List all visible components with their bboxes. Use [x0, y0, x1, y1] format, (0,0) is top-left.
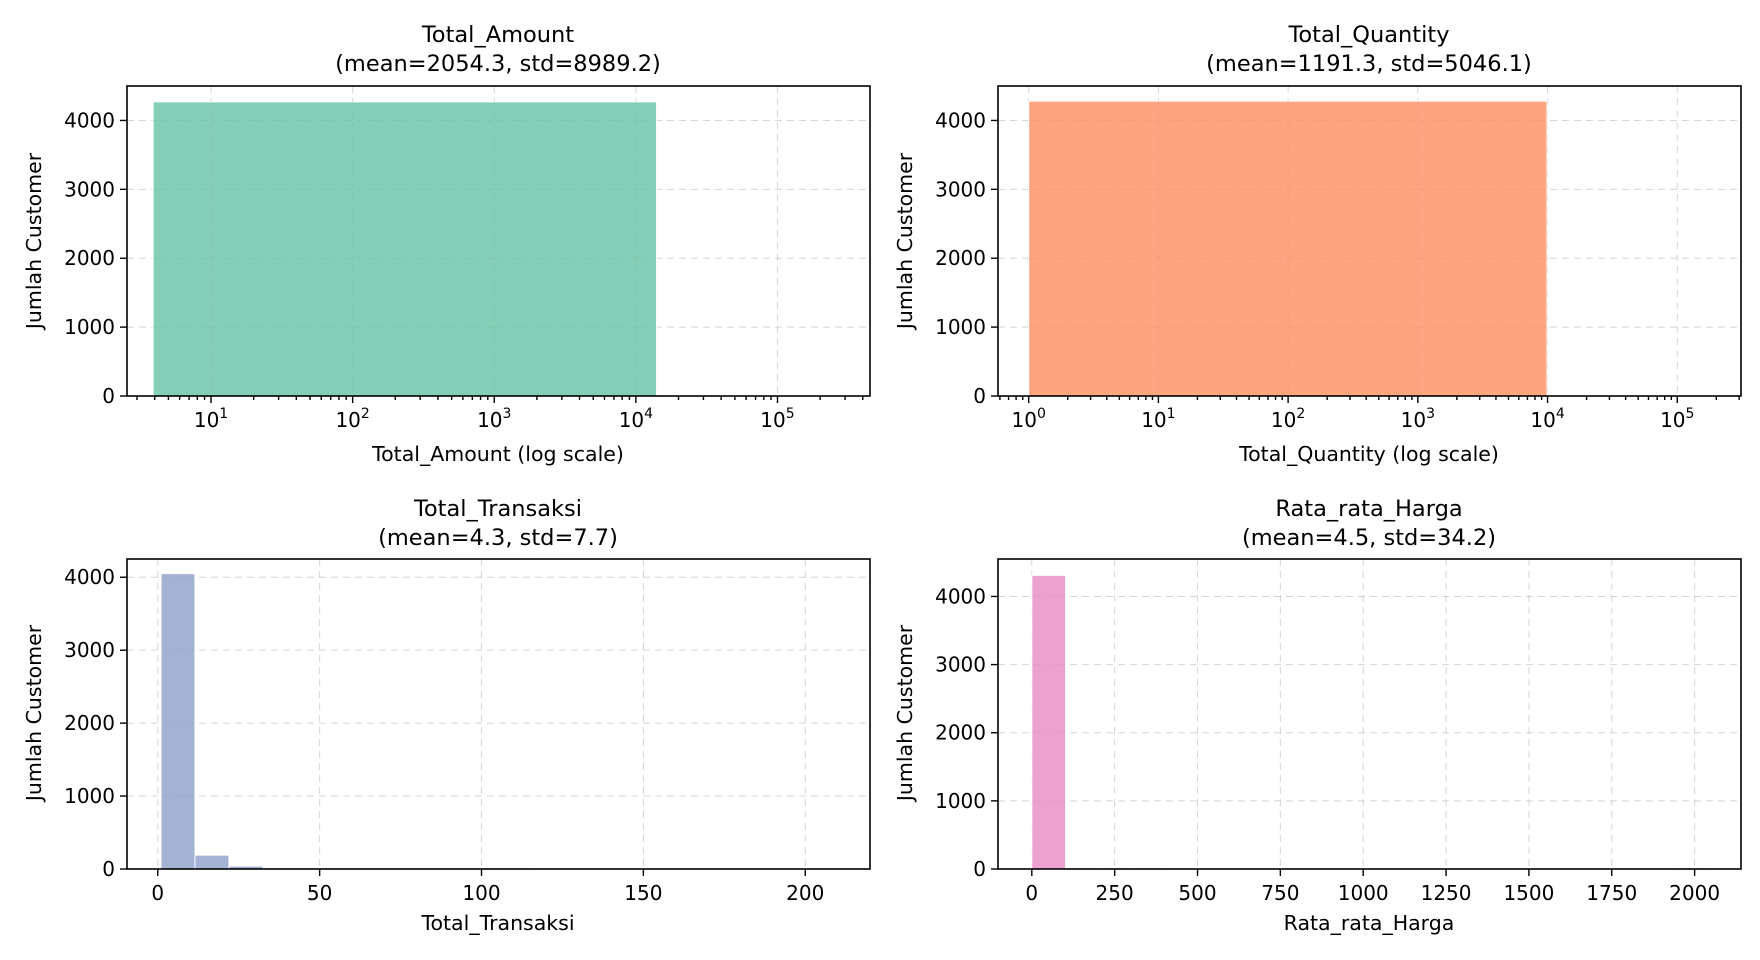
y-tick-label: 1000 [64, 784, 115, 808]
x-tick-label: 1750 [1586, 881, 1637, 905]
x-tick-label: 104 [619, 406, 653, 432]
x-axis-label: Total_Transaksi [420, 911, 574, 936]
axes: 101 102 103 104 105 0 1000 2000 3000 4000 [64, 85, 871, 432]
axes-frame [997, 558, 1742, 870]
y-tick-label: 1000 [64, 315, 115, 339]
x-tick-label: 1000 [1338, 881, 1389, 905]
x-axis-label: Total_Quantity (log scale) [1238, 442, 1499, 467]
panel-total-transaksi: Total_Transaksi (mean=4.3, std=7.7) Tota… [22, 496, 871, 936]
x-tick-label: 0 [1025, 881, 1038, 905]
y-tick-label: 4000 [64, 108, 115, 132]
y-axis-label: Jumlah Customer [22, 152, 46, 331]
x-tick-label: 250 [1096, 881, 1134, 905]
x-tick-label: 103 [477, 406, 511, 432]
panel-total-amount: Total_Amount (mean=2054.3, std=8989.2) T… [22, 22, 871, 467]
histogram-bar [160, 573, 196, 870]
bars [1028, 100, 1548, 397]
y-tick-label: 2000 [935, 721, 986, 745]
x-tick-label: 750 [1261, 881, 1299, 905]
x-tick-label: 100 [462, 881, 500, 905]
axes: 0 250 500 750 1000 1250 1500 1750 2000 0 1000 2000 3… [935, 558, 1742, 905]
y-tick-label: 4000 [935, 584, 986, 608]
x-tick-label: 1500 [1503, 881, 1554, 905]
x-axis-label: Total_Amount (log scale) [371, 442, 624, 467]
y-tick-label: 0 [973, 384, 986, 408]
x-tick-label: 150 [624, 881, 662, 905]
x-tick-label: 101 [194, 406, 228, 432]
x-tick-label: 0 [151, 881, 164, 905]
x-tick-label: 102 [1271, 406, 1305, 432]
y-tick-label: 0 [102, 384, 115, 408]
panel-subtitle: (mean=1191.3, std=5046.1) [1206, 51, 1532, 77]
x-tick-label: 105 [760, 406, 794, 432]
y-tick-label: 0 [973, 857, 986, 881]
x-tick-label: 100 [1011, 406, 1045, 432]
histogram-bar [194, 854, 230, 870]
x-tick-label: 2000 [1669, 881, 1720, 905]
bars [152, 101, 658, 397]
x-axis-label: Rata_rata_Harga [1284, 911, 1455, 936]
y-axis-label: Jumlah Customer [22, 624, 46, 803]
histogram-bar [1028, 100, 1548, 397]
axes: 100 101 102 103 104 105 0 1000 2000 3000 4000 [935, 85, 1742, 432]
histogram-bar [152, 101, 658, 397]
y-tick-label: 2000 [64, 711, 115, 735]
y-tick-label: 2000 [64, 246, 115, 270]
y-tick-label: 3000 [64, 638, 115, 662]
x-tick-label: 105 [1660, 406, 1694, 432]
y-tick-label: 1000 [935, 789, 986, 813]
y-tick-label: 4000 [935, 108, 986, 132]
axes-frame [997, 85, 1742, 397]
panel-subtitle: (mean=4.5, std=34.2) [1242, 525, 1496, 551]
panel-title: Total_Amount [421, 22, 574, 48]
x-tick-label: 200 [786, 881, 824, 905]
x-tick-label: 500 [1178, 881, 1216, 905]
y-tick-label: 3000 [64, 177, 115, 201]
panel-title: Total_Transaksi [413, 496, 582, 522]
y-tick-label: 2000 [935, 246, 986, 270]
panel-rata-rata-harga: Rata_rata_Harga (mean=4.5, std=34.2) Rat… [893, 496, 1742, 936]
panel-subtitle: (mean=4.3, std=7.7) [378, 525, 618, 551]
x-tick-label: 104 [1530, 406, 1564, 432]
x-tick-label: 102 [335, 406, 369, 432]
panel-subtitle: (mean=2054.3, std=8989.2) [335, 51, 661, 77]
y-tick-label: 4000 [64, 565, 115, 589]
y-tick-label: 0 [102, 857, 115, 881]
y-tick-label: 3000 [935, 177, 986, 201]
axes-frame [126, 558, 871, 870]
panel-title: Total_Quantity [1287, 22, 1449, 48]
panel-title: Rata_rata_Harga [1275, 496, 1462, 522]
x-tick-label: 103 [1401, 406, 1435, 432]
x-tick-label: 50 [307, 881, 332, 905]
axes-frame [126, 85, 871, 397]
y-axis-label: Jumlah Customer [893, 624, 917, 803]
x-tick-label: 1250 [1421, 881, 1472, 905]
y-axis-label: Jumlah Customer [893, 152, 917, 331]
y-tick-label: 3000 [935, 653, 986, 677]
y-tick-label: 1000 [935, 315, 986, 339]
panel-total-quantity: Total_Quantity (mean=1191.3, std=5046.1)… [893, 22, 1742, 467]
histogram-bar [1031, 574, 1067, 870]
x-tick-label: 101 [1141, 406, 1175, 432]
